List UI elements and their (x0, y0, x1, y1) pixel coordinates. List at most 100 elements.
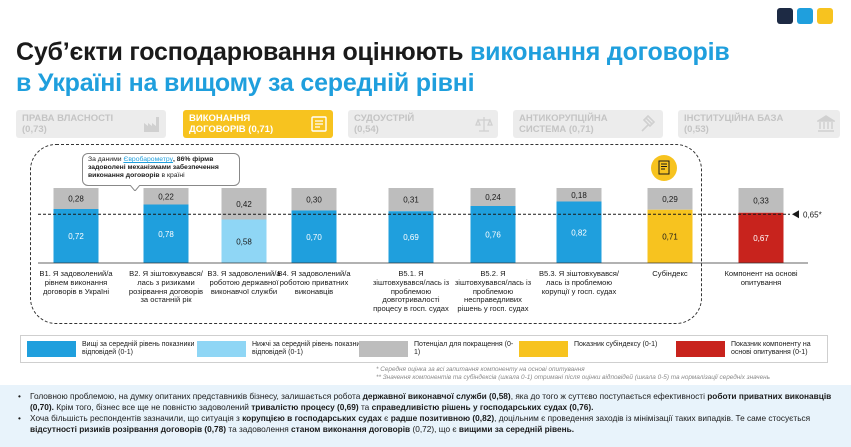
value-label: 0,76 (485, 231, 501, 240)
reference-label: 0,65* (803, 210, 822, 219)
subindex-contract-icon (651, 155, 677, 181)
x-axis-label: В2. Я зіштовхувався/лась з ризиками розі… (128, 269, 204, 305)
key-findings: Головною проблемою, на думку опитаних пр… (0, 385, 851, 447)
potential-bar (647, 188, 693, 210)
text-bold: вищими за середній рівень. (458, 423, 574, 434)
finding-2: Хоча більшість респондентів зазначили, щ… (18, 413, 834, 434)
potential-label: 0,22 (158, 192, 174, 201)
value-label: 0,69 (403, 233, 419, 242)
finding-1: Головною проблемою, на думку опитаних пр… (18, 391, 834, 412)
below-bar (221, 219, 267, 263)
title-part2: в Україні на вищому за середній рівні (16, 69, 475, 97)
legend-swatch (27, 341, 76, 357)
text-bold: державної виконавчої служби (0,58) (362, 391, 511, 401)
x-axis-label: В5.3. Я зіштовхувався/лась із проблемою … (538, 269, 620, 296)
text: , яка до того ж суттєво поступається ефе… (510, 391, 708, 401)
potential-bar (556, 188, 602, 202)
tab-institutional-base[interactable]: ІНСТИТУЦІЙНА БАЗА (0,53) (678, 110, 840, 138)
value-label: 0,71 (662, 232, 678, 241)
value-label: 0,67 (753, 234, 769, 243)
tab-label-line2: ДОГОВОРІВ (0,71) (189, 124, 274, 135)
potential-label: 0,31 (403, 196, 419, 205)
legend-swatch (359, 341, 408, 357)
tab-judiciary[interactable]: СУДОУСТРІЙ (0,54) (348, 110, 498, 138)
text: Крім того, бізнес все ще не повністю зад… (53, 401, 252, 412)
legend-swatch (519, 341, 568, 357)
title-part1: Суб’єкти господарювання оцінюють (16, 38, 470, 66)
brand-logo (777, 8, 833, 24)
logo-square-dark (777, 8, 793, 24)
x-axis-label: В3. Я задоволений/а роботою державної ви… (207, 269, 281, 296)
callout-bold: , 86% фірмв задоволені механізмами забез… (88, 156, 219, 180)
text-bold: радше позитивною (0,82) (390, 413, 495, 423)
tab-label-line2: (0,73) (22, 124, 47, 135)
tab-label-line1: ІНСТИТУЦІЙНА БАЗА (684, 113, 784, 124)
above-bar (53, 209, 99, 263)
tab-label-line1: ВИКОНАННЯ (189, 113, 251, 124)
tab-label-line1: ПРАВА ВЛАСНОСТІ (22, 113, 114, 124)
tab-contract-enforcement[interactable]: ВИКОНАННЯ ДОГОВОРІВ (0,71) (183, 110, 333, 138)
potential-bar (291, 188, 337, 211)
component-bar (738, 212, 784, 263)
chart-legend: Вищі за середній рівень показники відпов… (20, 335, 828, 363)
text: Хоча більшість респондентів зазначили, щ… (30, 413, 243, 423)
above-bar (388, 211, 434, 263)
value-label: 0,82 (571, 228, 587, 237)
x-axis-label: В5.1. Я зіштовхувався/лась із проблемою … (372, 269, 450, 314)
text: є (381, 413, 391, 423)
potential-label: 0,24 (485, 193, 501, 202)
tab-anticorruption[interactable]: АНТИКОРУПЦІЙНА СИСТЕМА (0,71) (513, 110, 663, 138)
text: , доцільним є проведення заходів із міні… (494, 413, 811, 423)
logo-square-yellow (817, 8, 833, 24)
text-bold: тривалістю процесу (0,69) (251, 401, 359, 412)
x-axis-label: В1. Я задоволений/а рівнем виконання дог… (39, 269, 113, 296)
callout-suffix: в країні (159, 172, 185, 180)
contract-icon (311, 116, 327, 132)
legend-label: Показник компоненту на основі опитування… (731, 341, 811, 357)
text: та (358, 401, 372, 412)
tab-label-line2: (0,53) (684, 124, 709, 135)
factory-icon (144, 117, 159, 132)
potential-bar (388, 188, 434, 212)
tab-property-rights[interactable]: ПРАВА ВЛАСНОСТІ (0,73) (16, 110, 166, 138)
value-label: 0,78 (158, 230, 174, 239)
text: Головною проблемою, на думку опитаних пр… (30, 391, 363, 401)
potential-bar (470, 188, 516, 206)
above-bar (556, 201, 602, 263)
legend-label: Потенціал для покращення (0-1) (414, 341, 514, 357)
callout-prefix: За даними (88, 156, 124, 163)
potential-label: 0,42 (236, 200, 252, 209)
subindex-bar (647, 209, 693, 263)
potential-label: 0,30 (306, 195, 322, 204)
text-bold: відсутності ризиків розірвання договорів (30, 423, 203, 434)
legend-swatch (676, 341, 725, 357)
footnote-average: * Середня оцінка за всі запитання компон… (376, 366, 585, 373)
text-bold: станом виконання договорів (291, 423, 411, 434)
legend-label: Показник субіндексу (0-1) (574, 341, 658, 348)
value-label: 0,58 (236, 237, 252, 246)
eurobarometer-callout: За даними Євробарометру, 86% фірмв задов… (82, 153, 240, 186)
x-axis-label: Компонент на основі опитування (724, 269, 798, 287)
text-bold: (0,78) (204, 423, 227, 434)
text-bold: роботи приватних виконавців (0,70). (30, 391, 832, 412)
logo-square-blue (797, 8, 813, 24)
tab-label-line2: (0,54) (354, 124, 379, 135)
text: (0,72), що є (410, 423, 459, 434)
potential-label: 0,18 (571, 191, 587, 200)
x-axis-label: В5.2. Я зіштовхувався/лась із проблемою … (454, 269, 532, 314)
potential-bar (738, 188, 784, 213)
value-label: 0,70 (306, 233, 322, 242)
building-icon (817, 115, 835, 132)
x-axis-label: Субіндекс (652, 269, 688, 278)
callout-pointer (130, 185, 140, 191)
potential-bar (143, 188, 189, 205)
tab-label-line2: СИСТЕМА (0,71) (519, 124, 594, 135)
eurobarometer-link[interactable]: Євробарометру (123, 156, 174, 163)
text: та задоволення (226, 423, 292, 434)
potential-bar (53, 188, 99, 209)
x-axis-label: В4. Я задоволений/а роботою приватних ви… (277, 269, 351, 296)
legend-swatch (197, 341, 246, 357)
tab-label-line1: АНТИКОРУПЦІЙНА (519, 113, 608, 124)
potential-label: 0,33 (753, 196, 769, 205)
